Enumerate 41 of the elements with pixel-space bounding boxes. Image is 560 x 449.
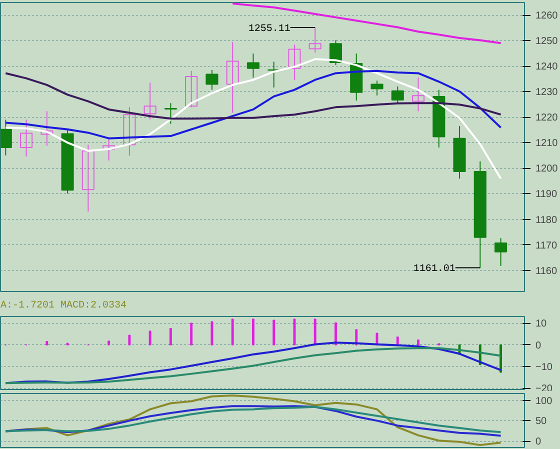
- y-tick-label: 1240: [536, 62, 558, 73]
- candlestick: [206, 69, 218, 90]
- line-series: [4, 72, 502, 120]
- candlestick: [412, 77, 425, 112]
- y-tick-label: 1170: [536, 240, 558, 252]
- y-tick-label: 10: [536, 318, 548, 330]
- y-tick-label: 1210: [536, 138, 558, 150]
- y-tick-label: 0: [536, 436, 542, 448]
- candlestick: [123, 106, 136, 156]
- candlestick: [0, 119, 12, 156]
- y-tick-label: 1250: [536, 36, 558, 48]
- candlestick: [185, 70, 198, 108]
- candlestick: [288, 44, 301, 80]
- y-tick-label: 1220: [536, 112, 558, 124]
- y-tick-label: 100: [536, 396, 553, 407]
- annotation: 1161.01: [413, 264, 456, 276]
- candlestick: [494, 238, 508, 266]
- candlestick: [370, 80, 384, 96]
- y-tick-label: 1200: [536, 164, 558, 175]
- line-series: [232, 2, 502, 44]
- candlestick: [82, 144, 94, 212]
- y-tick-label: 0: [536, 340, 542, 352]
- y-tick-label: 1190: [536, 189, 558, 200]
- candlestick: [226, 42, 239, 114]
- candlestick: [308, 26, 322, 54]
- candlestick: [391, 86, 404, 104]
- y-tick-label: 1230: [536, 87, 558, 98]
- y-tick-label: 1160: [536, 266, 558, 277]
- y-tick-label: 1180: [536, 214, 558, 226]
- line-series: [4, 70, 502, 140]
- candlestick: [246, 53, 260, 78]
- candlestick: [144, 82, 156, 120]
- chart-title: A:-1.7201 MACD:2.0334: [0, 300, 127, 312]
- candlestick: [164, 102, 177, 124]
- y-tick-label: 1260: [536, 10, 558, 22]
- annotation: 1255.11: [248, 24, 290, 35]
- y-tick-label: 50: [536, 416, 548, 428]
- candlestick: [40, 110, 54, 146]
- y-tick-label: −10: [536, 362, 553, 374]
- candlestick: [102, 138, 116, 162]
- candlestick: [20, 119, 33, 157]
